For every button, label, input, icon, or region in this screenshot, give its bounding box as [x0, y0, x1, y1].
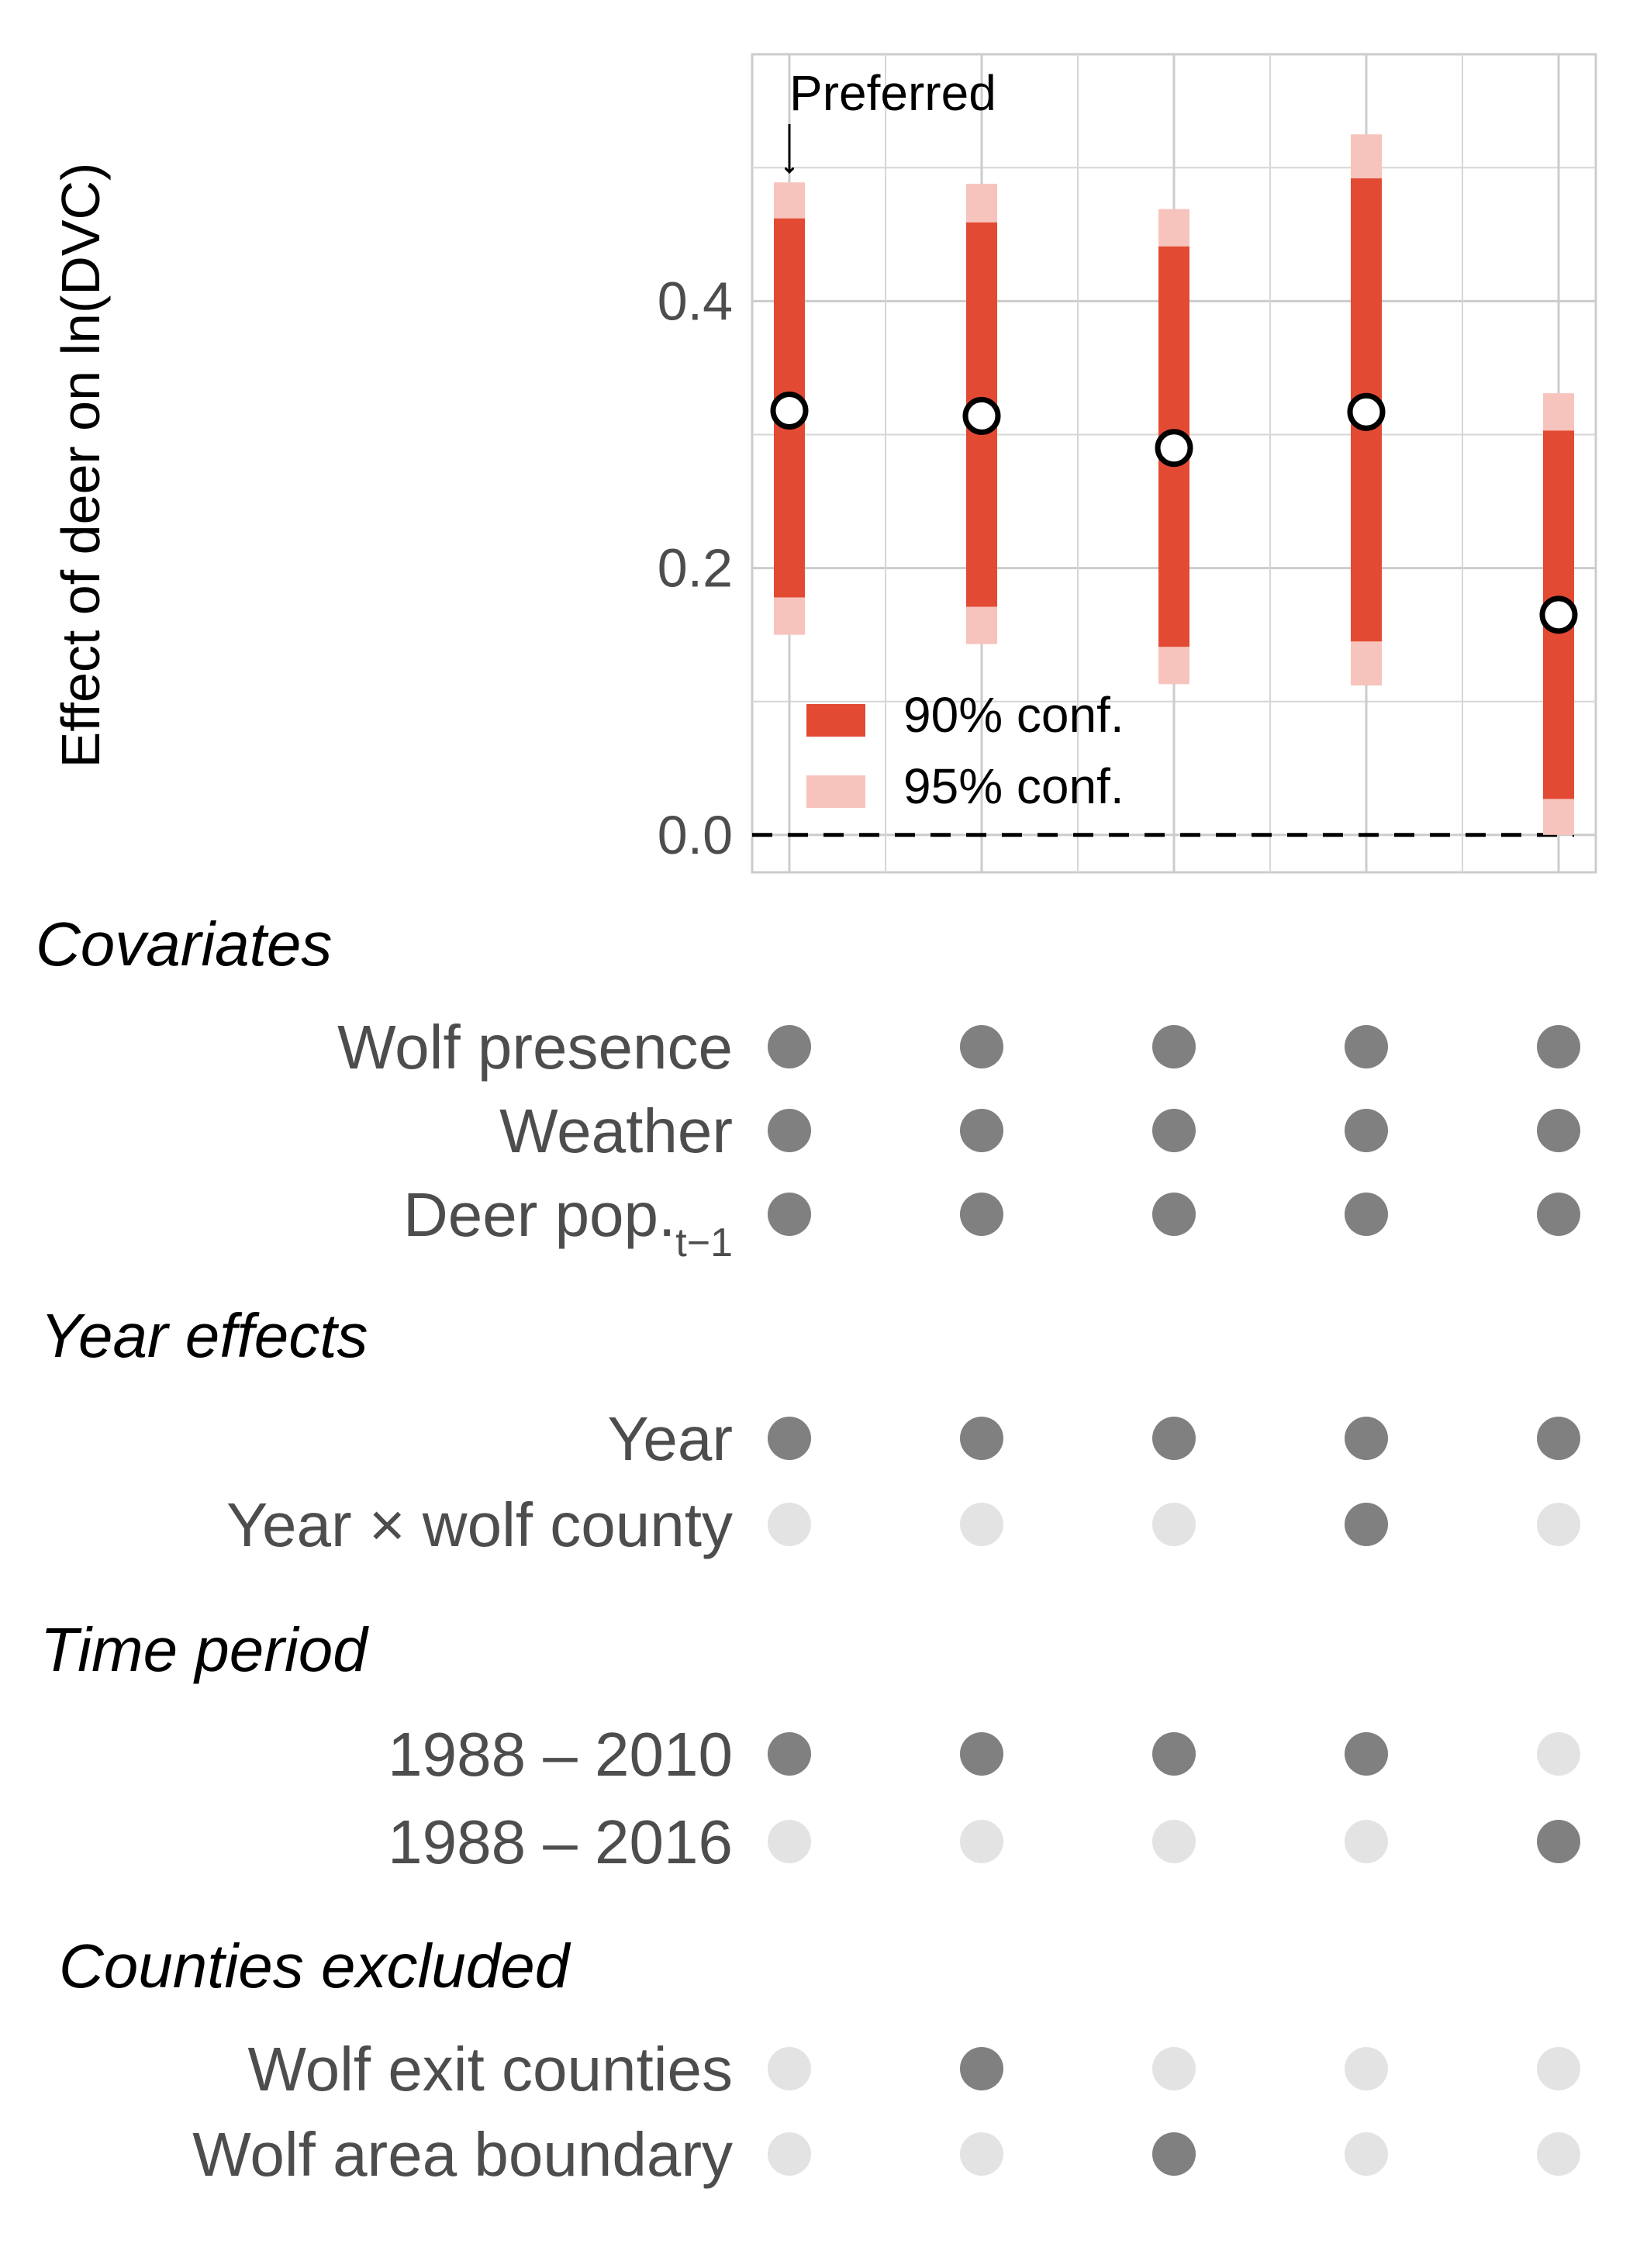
- excluded-dot: [1152, 1503, 1196, 1546]
- included-dot: [1345, 1417, 1388, 1460]
- y-tick-label: 0.4: [658, 271, 733, 331]
- included-dot: [960, 1193, 1003, 1236]
- legend-label: 95% conf.: [903, 758, 1124, 814]
- legend-swatch: [806, 775, 865, 808]
- row-label: 1988 – 2010: [388, 1720, 733, 1789]
- legend-swatch: [806, 704, 865, 737]
- row-label: Wolf area boundary: [192, 2120, 733, 2189]
- included-dot: [768, 1109, 811, 1152]
- excluded-dot: [960, 1820, 1003, 1863]
- included-dot: [960, 1025, 1003, 1068]
- included-dot: [1345, 1732, 1388, 1776]
- included-dot: [960, 1417, 1003, 1460]
- y-axis-label: Effect of deer on ln(DVC): [50, 163, 111, 768]
- included-dot: [1537, 1193, 1580, 1236]
- row-label: Wolf exit counties: [248, 2035, 733, 2104]
- excluded-dot: [960, 2132, 1003, 2176]
- excluded-dot: [768, 1820, 811, 1863]
- point-estimate: [1347, 392, 1386, 431]
- row-label: 1988 – 2016: [388, 1807, 733, 1876]
- row-label: Year: [607, 1404, 733, 1473]
- excluded-dot: [1345, 2132, 1388, 2176]
- preferred-label: Preferred: [789, 65, 996, 121]
- y-tick-label: 0.0: [658, 805, 733, 865]
- point-estimate: [770, 392, 809, 430]
- included-dot: [1537, 1820, 1580, 1863]
- included-dot: [1345, 1193, 1388, 1236]
- legend: 90% conf. 95% conf.: [806, 687, 1124, 814]
- excluded-dot: [1537, 1732, 1580, 1776]
- row-label: Weather: [499, 1096, 733, 1165]
- included-dot: [768, 1417, 811, 1460]
- excluded-dot: [1537, 2047, 1580, 2090]
- included-dot: [960, 1109, 1003, 1152]
- included-dot: [1537, 1109, 1580, 1152]
- excluded-dot: [1345, 1820, 1388, 1863]
- included-dot: [1152, 1417, 1196, 1460]
- included-dot: [1537, 1417, 1580, 1460]
- excluded-dot: [768, 2047, 811, 2090]
- included-dot: [1152, 1025, 1196, 1068]
- included-dot: [768, 1193, 811, 1236]
- y-tick-label: 0.2: [658, 538, 733, 599]
- included-dot: [1152, 1193, 1196, 1236]
- row-label: Deer pop.t−1: [403, 1180, 733, 1265]
- row-label: Wolf presence: [337, 1013, 733, 1082]
- included-dot: [1345, 1109, 1388, 1152]
- group-title: Covariates: [36, 910, 332, 979]
- included-dot: [1345, 1503, 1388, 1546]
- included-dot: [1345, 1025, 1388, 1068]
- plot-panel: 0.0 0.2 0.4 Effect of deer on ln(DVC) Pref…: [50, 53, 1597, 874]
- included-dot: [768, 1025, 811, 1068]
- excluded-dot: [960, 1503, 1003, 1546]
- excluded-dot: [1345, 2047, 1388, 2090]
- point-estimate: [1539, 595, 1578, 634]
- excluded-dot: [1537, 1503, 1580, 1546]
- row-label: Year × wolf county: [226, 1490, 733, 1559]
- excluded-dot: [1152, 1820, 1196, 1863]
- preferred-annotation: Preferred: [789, 65, 996, 172]
- group-title: Time period: [40, 1615, 369, 1684]
- excluded-dot: [768, 2132, 811, 2176]
- excluded-dot: [1537, 2132, 1580, 2176]
- excluded-dot: [1152, 2047, 1196, 2090]
- legend-label: 90% conf.: [903, 687, 1124, 743]
- included-dot: [960, 2047, 1003, 2090]
- y-tick-labels: 0.0 0.2 0.4: [658, 271, 733, 865]
- included-dot: [768, 1732, 811, 1776]
- intervals: [770, 134, 1578, 835]
- included-dot: [960, 1732, 1003, 1776]
- excluded-dot: [768, 1503, 811, 1546]
- included-dot: [1152, 1109, 1196, 1152]
- group-title: Year effects: [40, 1301, 368, 1370]
- point-estimate: [962, 396, 1001, 435]
- group-title: Counties excluded: [59, 1931, 571, 2000]
- included-dot: [1152, 2132, 1196, 2176]
- included-dot: [1152, 1732, 1196, 1776]
- point-estimate: [1155, 429, 1193, 468]
- included-dot: [1537, 1025, 1580, 1068]
